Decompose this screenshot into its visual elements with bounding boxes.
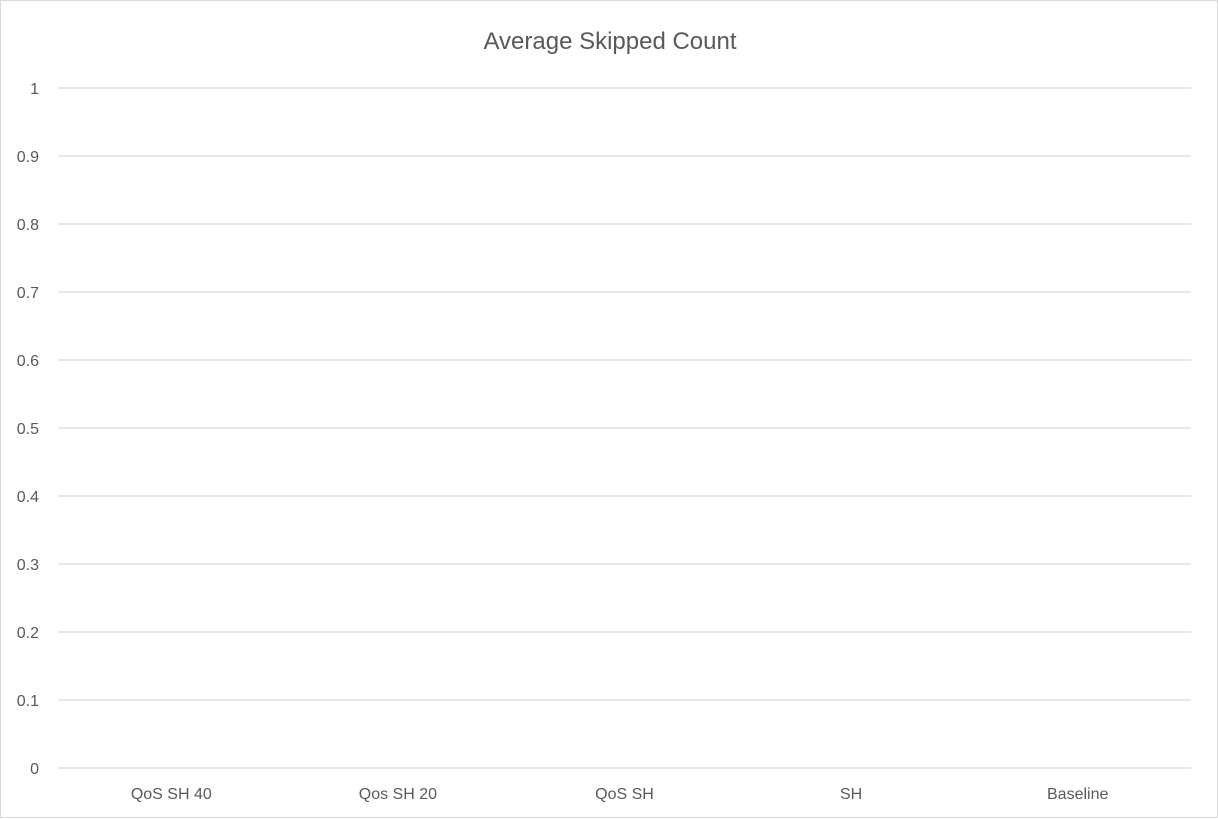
y-tick-label: 0.8 xyxy=(17,217,39,234)
x-tick-label: SH xyxy=(840,786,862,803)
y-axis-ticks: 0 0.1 0.2 0.3 0.4 0.5 0.6 0.7 0.8 0.9 1 xyxy=(17,81,39,778)
x-tick-label: Baseline xyxy=(1047,786,1108,803)
y-tick-label: 0.6 xyxy=(17,353,39,370)
x-tick-label: Qos SH 20 xyxy=(359,786,437,803)
y-tick-label: 1 xyxy=(30,81,39,98)
y-tick-label: 0.7 xyxy=(17,285,39,302)
y-tick-label: 0.4 xyxy=(17,489,39,506)
y-tick-label: 0.2 xyxy=(17,625,39,642)
grid-layer xyxy=(58,87,1191,769)
y-tick-label: 0.9 xyxy=(17,149,39,166)
x-tick-label: QoS SH 40 xyxy=(131,786,212,803)
x-tick-label: QoS SH xyxy=(595,786,654,803)
y-tick-label: 0.3 xyxy=(17,557,39,574)
y-tick-label: 0 xyxy=(30,761,39,778)
chart-title: Average Skipped Count xyxy=(483,28,736,55)
x-axis-ticks: QoS SH 40 Qos SH 20 QoS SH SH Baseline xyxy=(131,786,1109,803)
y-tick-label: 0.1 xyxy=(17,693,39,710)
y-tick-label: 0.5 xyxy=(17,421,39,438)
